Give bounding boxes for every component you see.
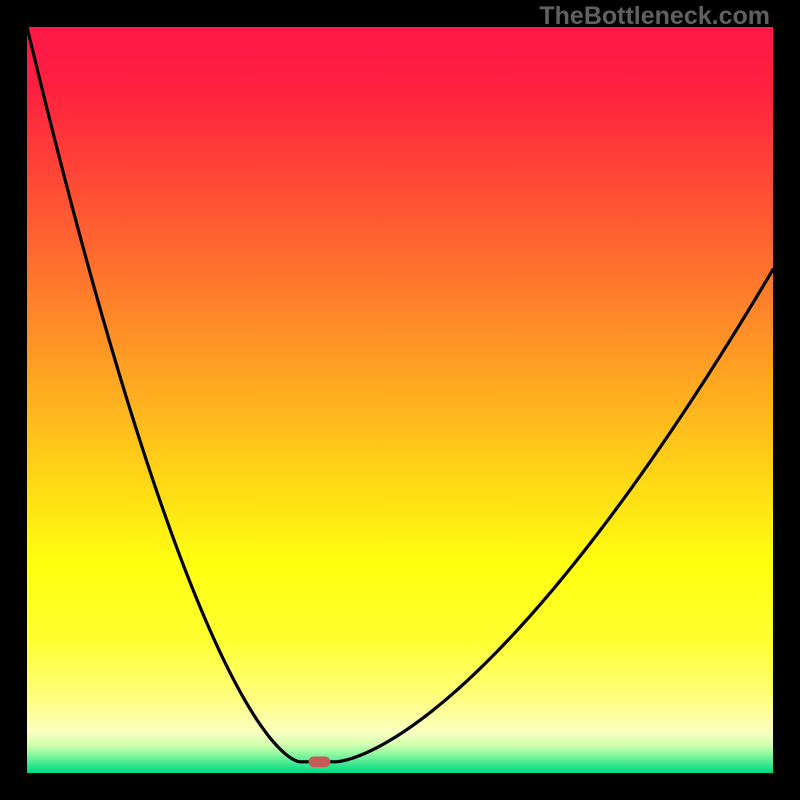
vertex-marker (309, 757, 330, 767)
bottleneck-chart (0, 0, 800, 800)
watermark-text: TheBottleneck.com (539, 2, 770, 31)
plot-background (27, 27, 773, 773)
